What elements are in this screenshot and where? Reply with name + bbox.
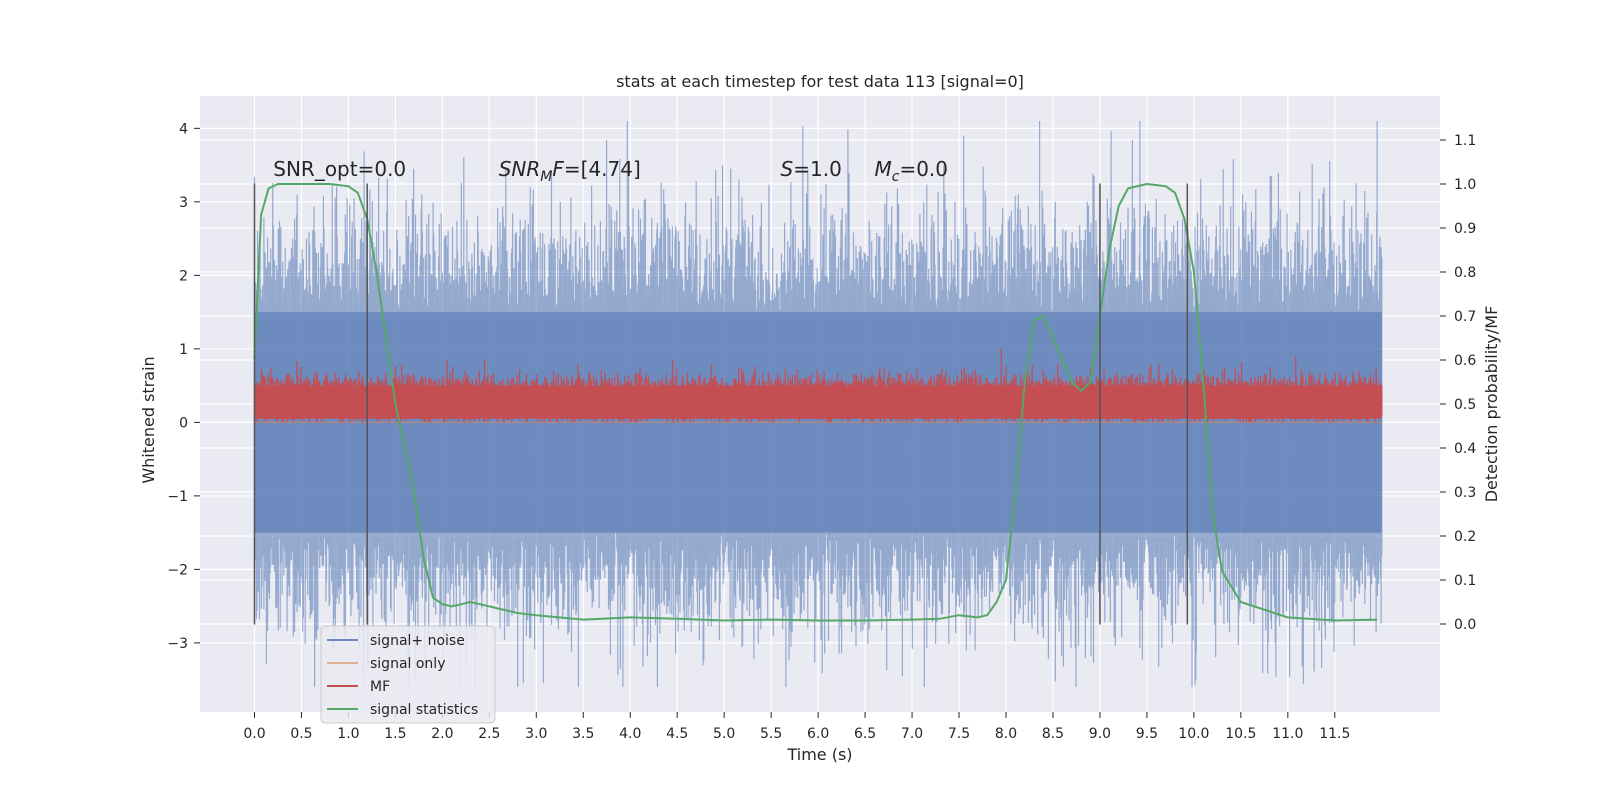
y-right-tick-label: 0.2 (1454, 529, 1476, 545)
series-layer (253, 121, 1383, 687)
x-tick-label: 1.5 (384, 726, 406, 742)
y-right-tick-label: 0.8 (1454, 265, 1476, 281)
legend-item: signal+ noise (327, 633, 465, 649)
x-tick-label: 3.0 (525, 726, 547, 742)
chart-title: stats at each timestep for test data 113… (616, 72, 1024, 91)
y-right-tick-label: 0.9 (1454, 221, 1476, 237)
legend: signal+ noise signal only MF signal statist… (320, 625, 496, 724)
y-right-tick-label: 0.5 (1454, 397, 1476, 413)
series-signal-statistics (253, 183, 1378, 622)
y-right-tick-label: 0.4 (1454, 441, 1476, 457)
x-tick-label: 8.0 (995, 726, 1017, 742)
legend-label: signal statistics (370, 702, 478, 718)
legend-item: signal only (327, 656, 445, 672)
y-left-tick-label: 2 (179, 268, 188, 284)
x-tick-label: 7.0 (901, 726, 923, 742)
annotation-3: Mc=0.0 (874, 157, 948, 185)
x-tick-label: 11.0 (1272, 726, 1303, 742)
vertical-lines (253, 183, 1189, 625)
x-tick-label: 1.0 (337, 726, 359, 742)
y-right-tick-label: 0.0 (1454, 617, 1476, 633)
x-tick-label: 5.5 (760, 726, 782, 742)
x-tick-label: 9.0 (1089, 726, 1111, 742)
y-axis-right-label: Detection probability/MF (1482, 306, 1501, 503)
y-left-tick-label: −2 (167, 562, 188, 578)
x-tick-label: 2.0 (431, 726, 453, 742)
x-tick-label: 6.0 (807, 726, 829, 742)
annotation-1: SNRMF=[4.74] (499, 157, 641, 185)
y-axis-left-label: Whitened strain (139, 356, 158, 483)
legend-item: MF (327, 679, 390, 695)
annotations: SNR_opt=0.0 SNRMF=[4.74] S=1.0 Mc=0.0 (273, 157, 948, 185)
legend-label: signal+ noise (370, 633, 465, 649)
y-left-tick-label: 4 (179, 121, 188, 137)
legend-label: signal only (370, 656, 445, 672)
y-right-tick-label: 0.3 (1454, 485, 1476, 501)
y-left-tick-label: −3 (167, 636, 188, 652)
x-tick-label: 10.5 (1225, 726, 1256, 742)
x-tick-label: 9.5 (1136, 726, 1158, 742)
y-right-tick-label: 1.1 (1454, 133, 1476, 149)
x-tick-label: 8.5 (1042, 726, 1064, 742)
annotation-2: S=1.0 (781, 157, 842, 181)
x-tick-label: 7.5 (948, 726, 970, 742)
legend-label: MF (370, 679, 390, 695)
legend-box (320, 625, 496, 724)
x-tick-label: 3.5 (572, 726, 594, 742)
x-tick-label: 4.5 (666, 726, 688, 742)
y-right-tick-label: 0.7 (1454, 309, 1476, 325)
x-axis-label: Time (s) (786, 745, 852, 764)
x-tick-label: 2.5 (478, 726, 500, 742)
x-tick-label: 10.0 (1178, 726, 1209, 742)
axes: 0.0 0.5 1.0 1.5 2.0 2.5 3.0 3.5 4.0 4.5 5.0 5.5 6.0 6… (167, 121, 1476, 742)
y-right-tick-label: 0.6 (1454, 353, 1476, 369)
y-right-tick-label: 0.1 (1454, 573, 1476, 589)
annotation-0: SNR_opt=0.0 (273, 157, 406, 181)
y-left-tick-label: 0 (179, 415, 188, 431)
legend-item: signal statistics (327, 702, 478, 718)
y-left-tick-label: 1 (179, 342, 188, 358)
x-tick-label: 0.0 (243, 726, 265, 742)
x-tick-label: 11.5 (1319, 726, 1350, 742)
x-tick-label: 4.0 (619, 726, 641, 742)
x-tick-label: 0.5 (290, 726, 312, 742)
y-right-tick-label: 1.0 (1454, 177, 1476, 193)
y-left-tick-label: −1 (167, 489, 188, 505)
x-tick-label: 6.5 (854, 726, 876, 742)
y-left-tick-label: 3 (179, 195, 188, 211)
x-tick-label: 5.0 (713, 726, 735, 742)
